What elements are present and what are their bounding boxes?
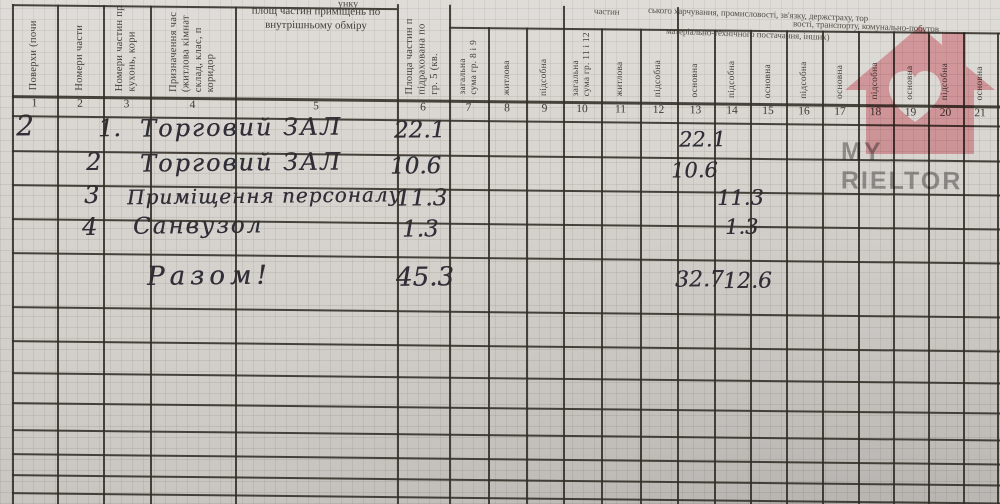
grid-line-vertical xyxy=(397,4,399,504)
column-number: 14 xyxy=(726,104,738,117)
column-header-aux-16: підсобна xyxy=(798,61,809,99)
total-main-value: 32.7 xyxy=(674,267,725,293)
grid-line-horizontal xyxy=(12,402,1000,415)
column-header-label: загальна сума гр. 8 і 9 xyxy=(457,40,479,96)
total-aux-value: 12.6 xyxy=(722,268,773,295)
room-number: 4 xyxy=(81,212,98,242)
column-number: 2 xyxy=(77,97,83,110)
column-number: 7 xyxy=(465,101,472,114)
column-header-total-sum-8-9: загальна сума гр. 8 і 9 xyxy=(449,29,488,95)
column-header-floors: Поверхи (почи xyxy=(12,0,57,91)
grid-line-vertical xyxy=(449,4,451,504)
column-header-living-11: житлова xyxy=(615,61,626,97)
column-header-label: Поверхи (почи xyxy=(28,20,40,91)
column-number: 10 xyxy=(576,103,588,116)
column-header-main-13: основна xyxy=(690,62,701,98)
grid-line-vertical xyxy=(786,30,788,504)
column-header-label: Площа частин п підрахована по гр. 5 (кв. xyxy=(404,17,441,95)
column-header-area-calc: Площа частин п підрахована по гр. 5 (кв. xyxy=(397,0,449,95)
grid-line-vertical xyxy=(750,29,752,504)
column-number: 11 xyxy=(614,103,627,116)
total-label: Разом! xyxy=(146,260,273,292)
grid-line-vertical xyxy=(601,28,603,504)
column-header-label: загальна сума гр. 11 і 12 xyxy=(571,31,592,97)
grid-line-vertical xyxy=(997,32,999,504)
grid-line-horizontal xyxy=(12,340,1000,353)
column-number: 3 xyxy=(123,98,130,111)
grid-line-horizontal xyxy=(12,306,1000,319)
grid-line-horizontal xyxy=(12,492,1000,504)
grid-line-vertical xyxy=(640,28,642,504)
column-header-label: Призначення час (житлова кімнат склад, кл… xyxy=(167,11,216,93)
column-number: 13 xyxy=(689,104,702,117)
area-value: 1.3 xyxy=(401,216,439,243)
column-header-aux-9: підсобна xyxy=(539,58,550,96)
group-note-fragment: частин xyxy=(593,5,620,17)
realtor-house-watermark-icon xyxy=(845,26,995,154)
column-number: 12 xyxy=(652,103,665,116)
column-header-label: Номери частин пр кухонь, кори xyxy=(114,5,138,92)
column-number: 16 xyxy=(798,105,810,118)
grid-line-vertical xyxy=(714,29,716,504)
grid-line-horizontal xyxy=(12,474,1000,487)
grid-line-vertical xyxy=(488,27,490,504)
column-header-room-numbers: Номери частин пр кухонь, кори xyxy=(103,0,150,92)
column-header-main-15: основна xyxy=(762,63,773,99)
floor-number: 2 xyxy=(15,109,35,143)
column-header-label: Номери части xyxy=(73,24,85,91)
grid-line-vertical xyxy=(563,5,565,504)
grid-line-vertical xyxy=(677,7,679,504)
column-number: 1 xyxy=(31,97,38,110)
room-name: Санвузол xyxy=(132,212,264,240)
grid-line-horizontal xyxy=(12,372,1000,385)
column-number: 6 xyxy=(420,101,426,114)
grid-line-horizontal xyxy=(12,429,1000,442)
column-number: 4 xyxy=(189,98,196,112)
column-header-purpose: Призначення час (житлова кімнат склад, кл… xyxy=(150,0,235,93)
column-number: 8 xyxy=(504,102,510,115)
column-number: 15 xyxy=(762,104,774,118)
aux-area-value: 11.3 xyxy=(716,185,765,210)
column-number: 9 xyxy=(541,102,548,115)
column-header-living-8: житлова xyxy=(501,60,512,96)
grid-line-horizontal xyxy=(12,453,1000,466)
watermark-brand-text: MY RIELTOR xyxy=(840,137,963,196)
total-area-value: 45.3 xyxy=(395,262,455,293)
column-header-line: внутрішньому обміру xyxy=(265,18,367,32)
column-header-aux-14: підсобна xyxy=(726,60,737,98)
column-header-total-sum-11-12: загальна сума гр. 11 і 12 xyxy=(563,30,601,96)
grid-line-vertical xyxy=(822,30,824,504)
column-number: 5 xyxy=(313,100,319,113)
column-header-aux-12: підсобна xyxy=(653,59,664,97)
column-header-part-numbers: Номери части xyxy=(57,0,103,91)
main-area-value: 22.1 xyxy=(678,127,727,152)
grid-line-vertical xyxy=(526,27,528,504)
